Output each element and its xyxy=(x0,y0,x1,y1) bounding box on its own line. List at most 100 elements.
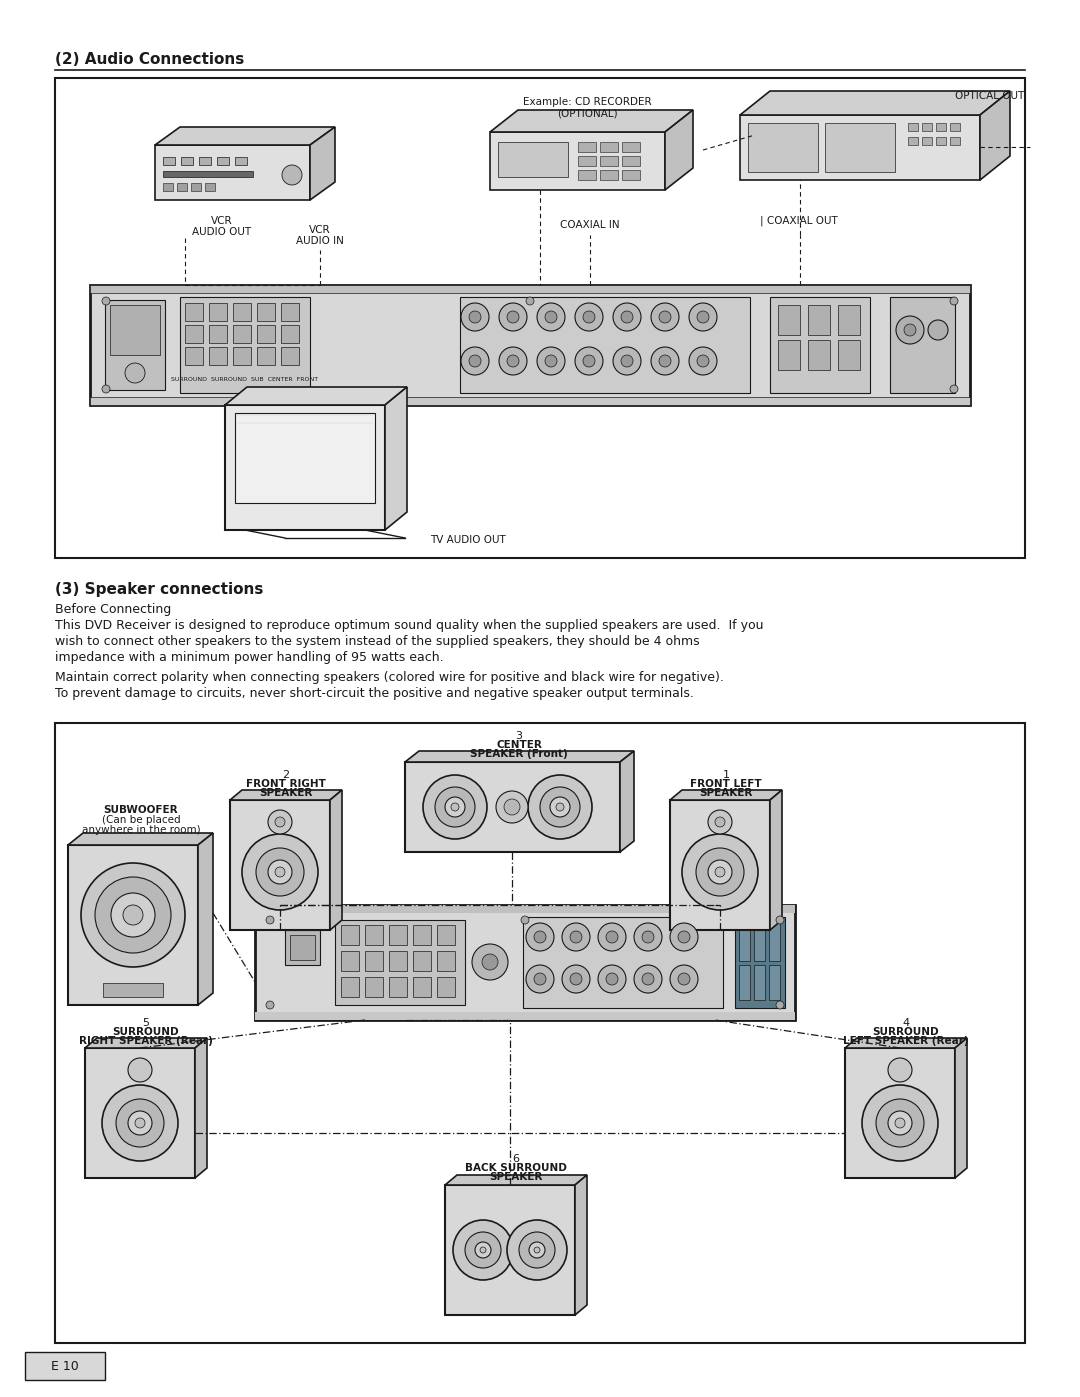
Polygon shape xyxy=(384,387,407,529)
Bar xyxy=(257,303,275,321)
Polygon shape xyxy=(405,752,634,761)
Circle shape xyxy=(888,1111,912,1134)
Polygon shape xyxy=(310,127,335,200)
Bar xyxy=(110,305,160,355)
Polygon shape xyxy=(980,91,1010,180)
Bar xyxy=(845,1048,955,1178)
Circle shape xyxy=(634,965,662,993)
Bar xyxy=(769,923,780,961)
Circle shape xyxy=(519,1232,555,1268)
Bar xyxy=(233,346,251,365)
Circle shape xyxy=(634,923,662,951)
Bar xyxy=(437,977,455,997)
Bar xyxy=(180,298,310,393)
Text: impedance with a minimum power handling of 95 watts each.: impedance with a minimum power handling … xyxy=(55,651,444,664)
Circle shape xyxy=(570,972,582,985)
Bar xyxy=(739,923,750,961)
Circle shape xyxy=(777,916,784,923)
Text: | COAXIAL OUT: | COAXIAL OUT xyxy=(760,215,838,225)
Circle shape xyxy=(81,863,185,967)
Bar xyxy=(739,965,750,1000)
Bar xyxy=(257,326,275,344)
Bar xyxy=(85,1048,195,1178)
Circle shape xyxy=(472,944,508,981)
Bar xyxy=(754,923,765,961)
Bar xyxy=(908,137,918,145)
Bar xyxy=(770,298,870,393)
Circle shape xyxy=(613,346,642,374)
Bar xyxy=(217,156,229,165)
Circle shape xyxy=(659,355,671,367)
Polygon shape xyxy=(230,789,342,800)
Circle shape xyxy=(696,848,744,895)
Bar xyxy=(413,951,431,971)
Bar xyxy=(670,800,770,930)
Text: SURROUND  SURROUND  SUB  CENTER  FRONT: SURROUND SURROUND SUB CENTER FRONT xyxy=(172,377,319,381)
Bar xyxy=(156,145,310,200)
Circle shape xyxy=(689,303,717,331)
Text: Before Connecting: Before Connecting xyxy=(55,604,172,616)
Bar xyxy=(225,405,384,529)
Circle shape xyxy=(777,1002,784,1009)
Bar xyxy=(460,298,750,393)
Bar xyxy=(735,916,785,1009)
Bar xyxy=(235,414,375,503)
Bar xyxy=(622,156,640,166)
Circle shape xyxy=(469,312,481,323)
Text: 2: 2 xyxy=(283,770,289,780)
Bar xyxy=(437,925,455,944)
Bar xyxy=(365,951,383,971)
Polygon shape xyxy=(156,127,335,145)
Bar xyxy=(335,921,465,1004)
Bar xyxy=(838,339,860,370)
Text: wish to connect other speakers to the system instead of the supplied speakers, t: wish to connect other speakers to the sy… xyxy=(55,636,700,648)
Bar xyxy=(230,800,330,930)
Circle shape xyxy=(670,923,698,951)
Bar xyxy=(936,137,946,145)
Text: anywhere in the room): anywhere in the room) xyxy=(82,826,200,835)
Bar xyxy=(235,156,247,165)
Bar xyxy=(163,156,175,165)
Polygon shape xyxy=(845,1038,967,1048)
Bar xyxy=(922,123,932,131)
Bar xyxy=(103,983,163,997)
Circle shape xyxy=(453,1220,513,1280)
Text: (Can be placed: (Can be placed xyxy=(102,814,180,826)
Circle shape xyxy=(129,1111,152,1134)
Circle shape xyxy=(465,1232,501,1268)
Bar xyxy=(600,142,618,152)
Bar xyxy=(177,183,187,191)
Bar xyxy=(950,137,960,145)
Bar xyxy=(210,326,227,344)
Circle shape xyxy=(102,1085,178,1161)
Bar xyxy=(498,142,568,177)
Bar xyxy=(778,305,800,335)
Polygon shape xyxy=(770,789,782,930)
Bar xyxy=(838,305,860,335)
Circle shape xyxy=(482,954,498,970)
Circle shape xyxy=(583,312,595,323)
Circle shape xyxy=(651,346,679,374)
Bar xyxy=(578,156,596,166)
Text: SPEAKER: SPEAKER xyxy=(700,788,753,798)
Circle shape xyxy=(507,355,519,367)
Circle shape xyxy=(275,817,285,827)
Text: SPEAKER: SPEAKER xyxy=(489,1172,542,1182)
Bar xyxy=(25,1352,105,1380)
Bar xyxy=(105,300,165,390)
Circle shape xyxy=(534,930,546,943)
Text: (OPTIONAL): (OPTIONAL) xyxy=(556,109,618,119)
Circle shape xyxy=(537,303,565,331)
Text: OPTICAL OUT: OPTICAL OUT xyxy=(956,91,1025,101)
Circle shape xyxy=(480,1248,486,1253)
Bar xyxy=(825,123,895,172)
Circle shape xyxy=(642,972,654,985)
Bar xyxy=(578,142,596,152)
Bar xyxy=(922,137,932,145)
Text: Example: CD RECORDER: Example: CD RECORDER xyxy=(523,96,651,108)
Bar xyxy=(185,326,203,344)
Bar xyxy=(808,339,831,370)
Bar xyxy=(233,326,251,344)
Text: (3) Speaker connections: (3) Speaker connections xyxy=(55,583,264,597)
Circle shape xyxy=(570,930,582,943)
